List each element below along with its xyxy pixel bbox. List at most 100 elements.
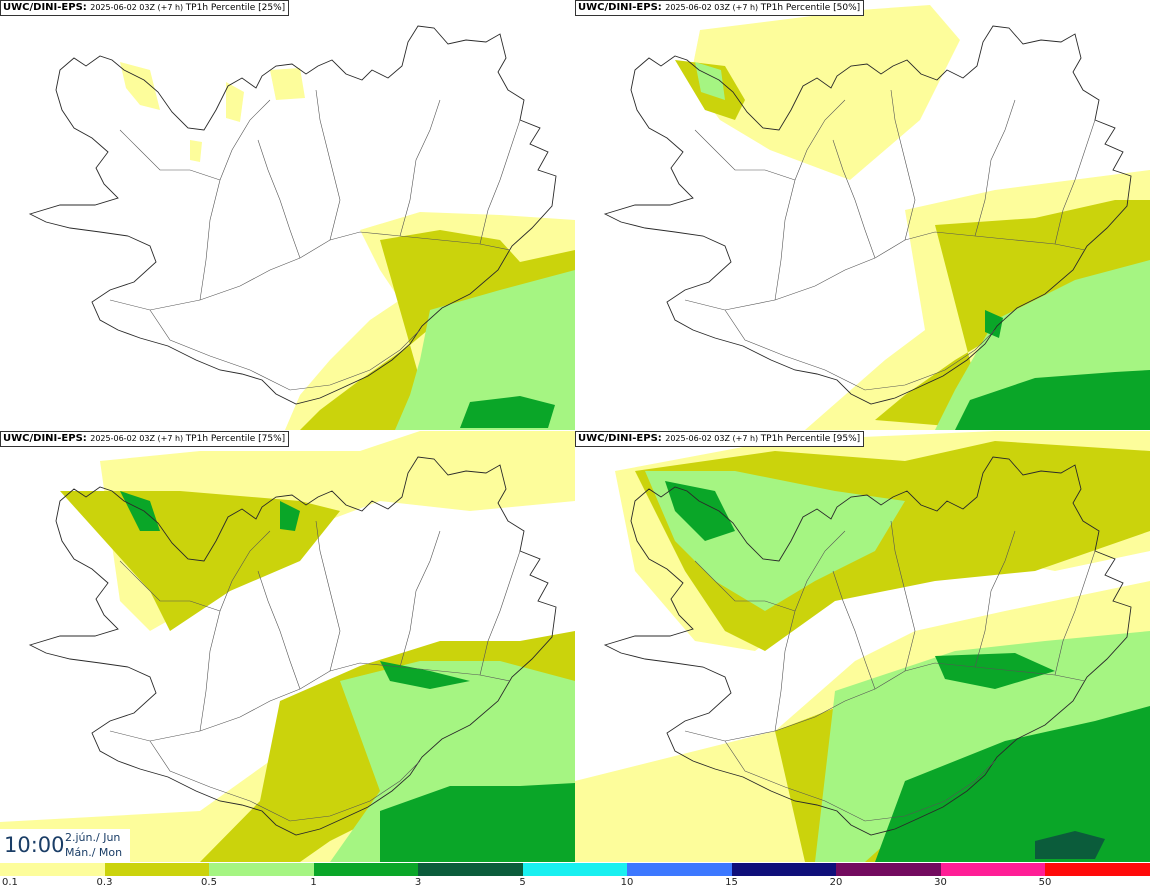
road-line [684,231,1086,311]
road-line [832,570,876,690]
precip-area [270,68,305,100]
model-name: UWC/DINI-EPS [578,433,658,444]
road-line [109,662,511,742]
road-line [315,520,341,672]
precip-area [226,82,244,122]
coastline [28,456,557,836]
legend-swatch [522,863,627,876]
road-line [1054,550,1096,676]
road-line [890,520,916,672]
panel-title: UWC/DINI-EPS: 2025-06-02 03Z (+7 h) TP1h… [0,0,290,16]
precip-area [280,501,300,531]
road-line [479,550,521,676]
param-name: TP1h Percentile [25%] [185,3,286,13]
precip-map [0,431,575,862]
param-name: TP1h Percentile [75%] [185,434,286,444]
map-panel-p50: UWC/DINI-EPS: 2025-06-02 03Z (+7 h) TP1h… [575,0,1150,431]
model-name: UWC/DINI-EPS [3,2,83,13]
road-line [119,560,221,612]
precip-area [665,481,735,541]
legend-tick-label: 20 [829,877,843,888]
precip-area [120,491,160,531]
precip-map [28,25,575,430]
precip-area [460,396,555,428]
legend-swatch [836,863,941,876]
legend-swatch [418,863,523,876]
precip-area [380,783,575,862]
road-line [724,740,996,822]
panel-title: UWC/DINI-EPS: 2025-06-02 03Z (+7 h) TP1h… [575,431,865,447]
road-line [890,89,916,241]
road-line [399,99,441,237]
legend-swatch [0,863,105,876]
title-separator: : [82,2,91,13]
road-line [694,129,796,181]
legend-tick-label: 0.1 [2,877,18,888]
model-name: UWC/DINI-EPS [578,2,658,13]
legend-tick-label: 0.3 [96,877,113,888]
legend-tick-label: 50 [1038,877,1052,888]
map-panel-p95: UWC/DINI-EPS: 2025-06-02 03Z (+7 h) TP1h… [575,431,1150,862]
legend-tick-label: 10 [620,877,634,888]
param-name: TP1h Percentile [50%] [760,3,861,13]
valid-time: 10:00 [4,833,65,857]
coastline [28,25,557,405]
run-info: 2025-06-02 03Z (+7 h) [90,434,186,443]
legend-swatch [627,863,732,876]
road-line [974,99,1016,237]
precip-area [300,230,575,430]
precip-area [190,140,202,162]
model-name: UWC/DINI-EPS [3,433,83,444]
title-separator: : [657,2,666,13]
road-line [684,662,1086,742]
road-line [257,139,301,259]
legend-tick-label: 30 [934,877,947,888]
precip-map [603,5,1150,430]
road-line [149,309,421,391]
legend-swatch [104,863,209,876]
road-line [257,570,301,690]
run-info: 2025-06-02 03Z (+7 h) [665,434,761,443]
road-line [109,231,511,311]
precip-area [755,40,875,130]
coastline [603,456,1132,836]
legend-tick-label: 0.5 [201,877,217,888]
road-line [974,530,1016,668]
legend-swatch [1045,863,1150,876]
legend-swatch [209,863,314,876]
run-info: 2025-06-02 03Z (+7 h) [90,3,186,12]
legend-tick-label: 5 [519,877,526,888]
precip-area [935,653,1055,689]
valid-date-line2: Mán./ Mon [65,846,123,859]
precip-area [985,310,1003,338]
road-line [694,560,796,612]
panel-title: UWC/DINI-EPS: 2025-06-02 03Z (+7 h) TP1h… [0,431,290,447]
precip-area [955,370,1150,430]
road-line [832,139,876,259]
road-line [399,530,441,668]
legend-swatch [731,863,836,876]
valid-date-line1: 2.jún./ Jun [65,831,121,844]
panel-title: UWC/DINI-EPS: 2025-06-02 03Z (+7 h) TP1h… [575,0,865,16]
precip-area [380,661,470,689]
precip-area [875,706,1150,862]
road-line [1054,119,1096,245]
precip-area [60,491,340,631]
road-line [724,309,996,391]
road-line [119,129,221,181]
precip-area [1035,831,1105,859]
precip-map [575,431,1150,862]
coastline [603,25,1132,405]
legend-tick-label: 15 [725,877,738,888]
road-line [199,99,271,301]
road-line [315,89,341,241]
legend-tick-label: 1 [310,877,317,888]
title-separator: : [82,433,91,444]
precip-area [120,62,160,110]
legend-tick-label: 3 [414,877,422,888]
road-line [479,119,521,245]
road-line [149,740,421,822]
param-name: TP1h Percentile [95%] [760,434,861,444]
run-info: 2025-06-02 03Z (+7 h) [665,3,761,12]
legend-swatch [940,863,1045,876]
